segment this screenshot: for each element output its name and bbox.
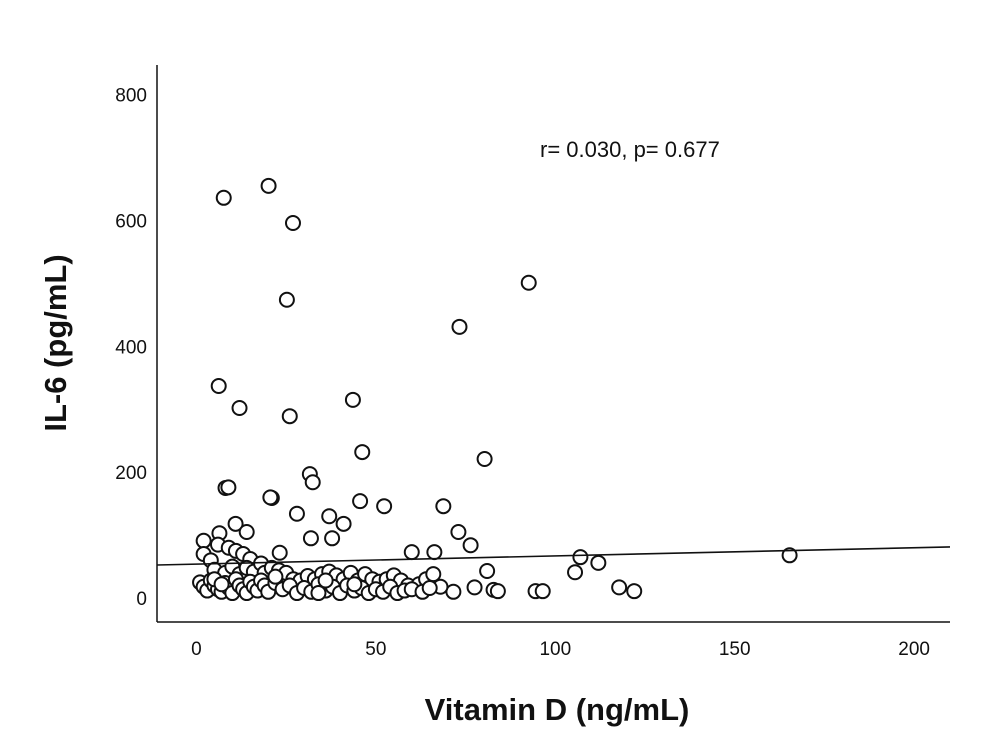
data-point <box>451 318 468 335</box>
data-point <box>267 568 284 585</box>
data-point <box>335 515 352 532</box>
data-point <box>352 493 369 510</box>
data-point <box>195 532 212 549</box>
data-point <box>321 508 338 525</box>
data-point <box>260 177 277 194</box>
data-point <box>227 515 244 532</box>
data-point <box>781 547 798 564</box>
data-point <box>590 554 607 571</box>
y-tick-label: 800 <box>115 86 147 107</box>
data-point <box>344 391 361 408</box>
y-tick-label: 400 <box>115 337 147 358</box>
data-point <box>479 563 496 580</box>
data-point <box>238 523 255 540</box>
y-axis-label: IL-6 (pg/mL) <box>38 254 73 431</box>
data-point <box>489 583 506 600</box>
data-point <box>210 377 227 394</box>
data-point <box>346 576 363 593</box>
data-point <box>302 530 319 547</box>
data-point <box>466 579 483 596</box>
regression-line <box>156 546 951 566</box>
data-point <box>626 583 643 600</box>
x-tick-label: 50 <box>365 639 386 660</box>
data-point <box>213 576 230 593</box>
data-point <box>435 498 452 515</box>
data-point <box>262 489 279 506</box>
data-point <box>572 549 589 566</box>
data-point <box>445 583 462 600</box>
x-tick-label: 150 <box>719 639 751 660</box>
data-point <box>403 544 420 561</box>
x-tick-label: 100 <box>539 639 571 660</box>
data-point <box>278 291 295 308</box>
data-point <box>220 479 237 496</box>
data-point <box>426 544 443 561</box>
data-point <box>450 523 467 540</box>
x-ticks: 0 50 100 150 200 <box>191 639 930 660</box>
data-point <box>567 564 584 581</box>
x-axis-label: Vitamin D (ng/mL) <box>425 692 690 727</box>
data-point <box>271 544 288 561</box>
data-point <box>281 408 298 425</box>
correlation-annotation: r= 0.030, p= 0.677 <box>540 137 720 162</box>
data-point <box>304 474 321 491</box>
x-tick-label: 0 <box>191 639 202 660</box>
data-point <box>520 274 537 291</box>
data-point <box>421 580 438 597</box>
data-point <box>284 214 301 231</box>
data-point <box>317 572 334 589</box>
y-tick-label: 600 <box>115 211 147 232</box>
y-tick-label: 0 <box>136 589 147 610</box>
data-point <box>376 498 393 515</box>
data-point <box>611 579 628 596</box>
data-point <box>425 566 442 583</box>
x-tick-label: 200 <box>898 639 930 660</box>
data-point <box>231 400 248 417</box>
y-tick-label: 200 <box>115 463 147 484</box>
data-point <box>215 189 232 206</box>
y-ticks: 0 200 400 600 800 <box>115 86 147 611</box>
data-point <box>324 530 341 547</box>
data-point <box>462 537 479 554</box>
data-point <box>288 505 305 522</box>
scatter-points <box>192 177 798 602</box>
data-point <box>310 585 327 602</box>
data-point <box>476 450 493 467</box>
data-point <box>534 583 551 600</box>
data-point <box>354 444 371 461</box>
